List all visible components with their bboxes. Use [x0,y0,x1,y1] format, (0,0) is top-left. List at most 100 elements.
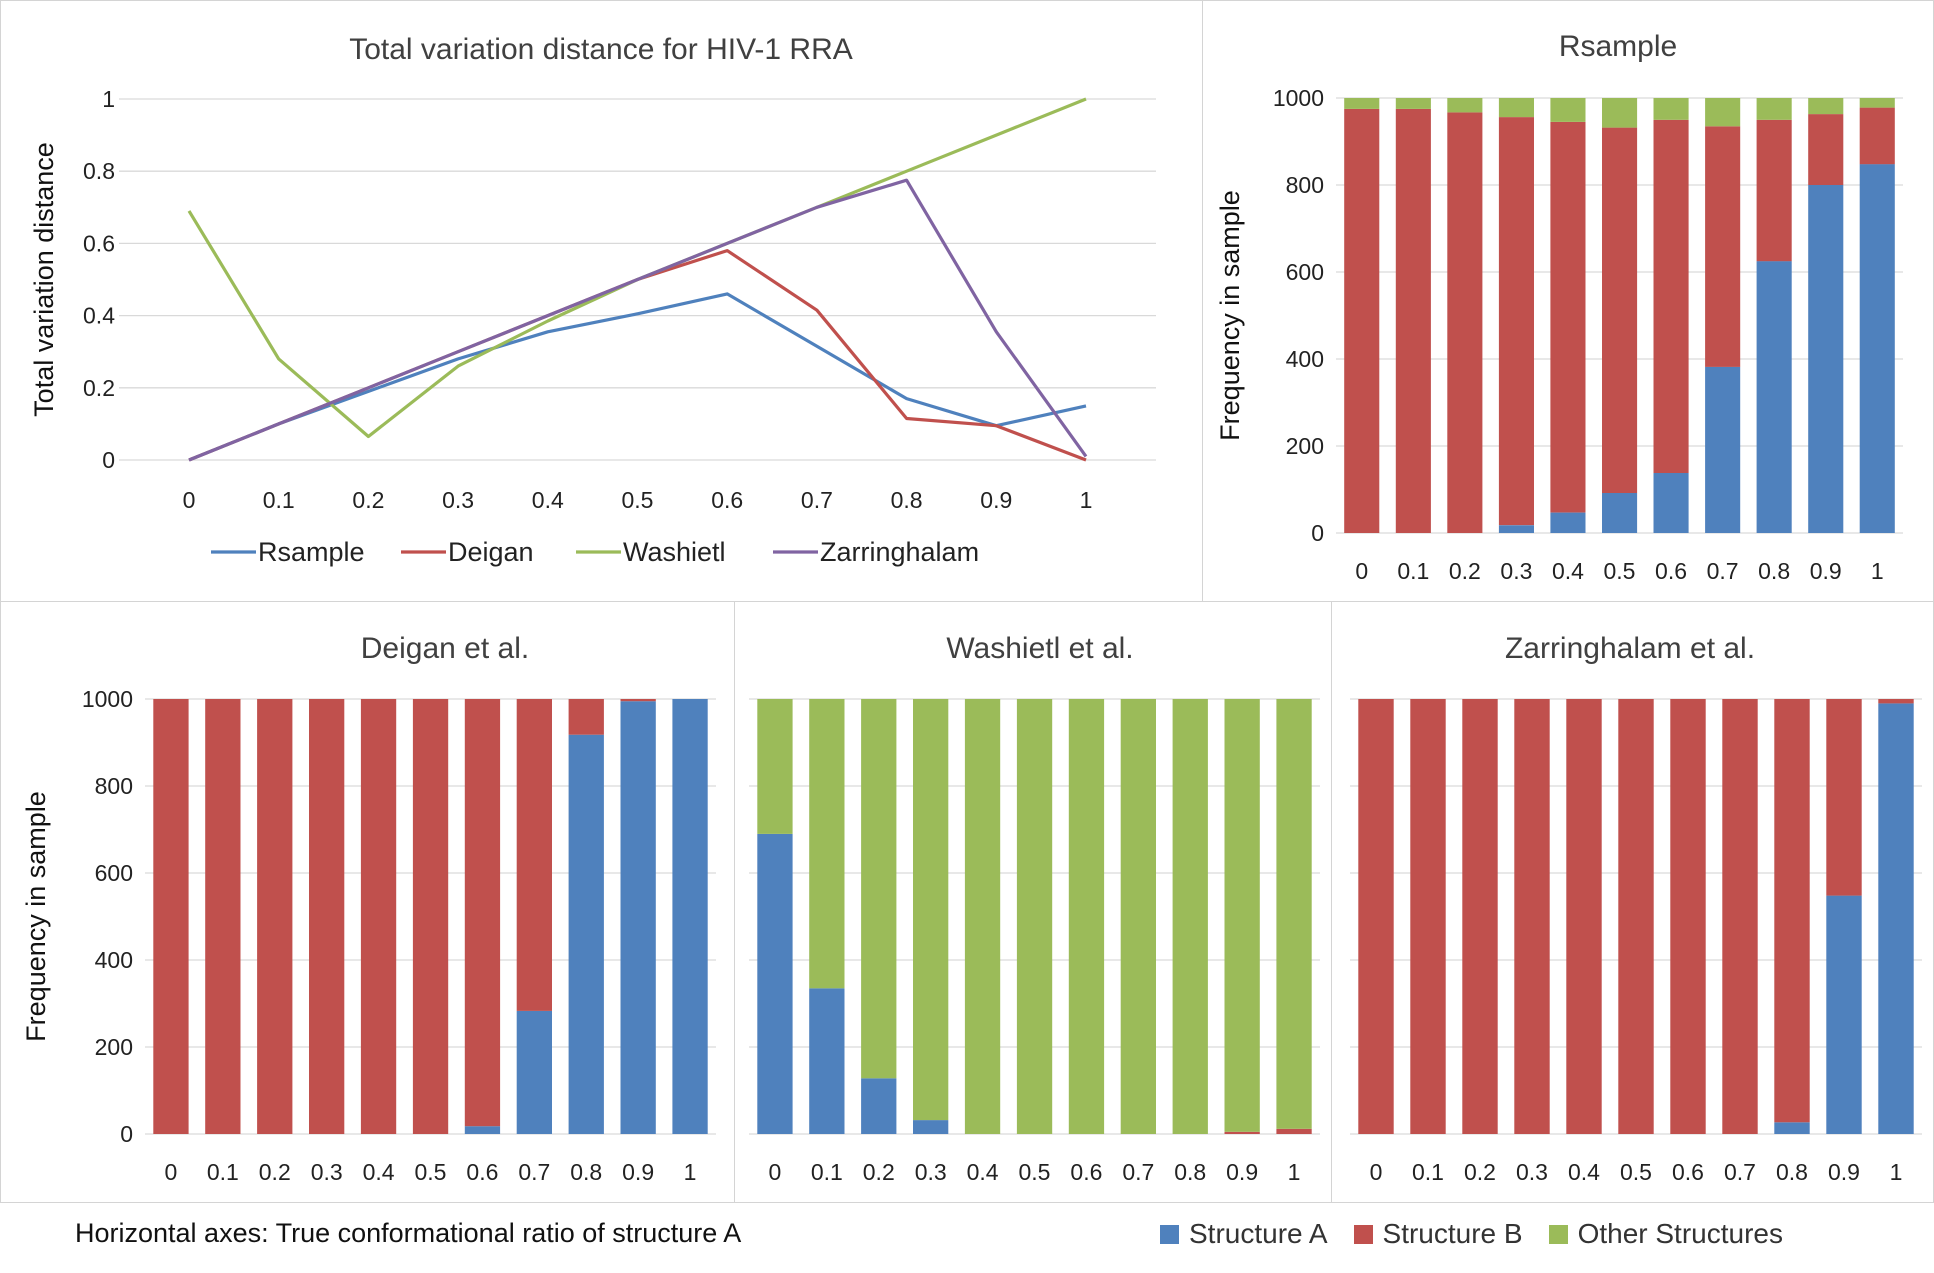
washietl-chart-panel: Washietl et al. 0 0.1 0.2 0.3 0.4 0.5 0.6 0.7 0.8… [734,601,1332,1203]
bar-structure-a [516,1010,552,1134]
horizontal-axes-note: Horizontal axes: True conformational rat… [75,1218,742,1248]
legend-item-washietl: Washietl [576,537,726,567]
series-line-zarringhalam [188,178,1088,462]
bar-other-structures [1550,98,1586,122]
x-tick-label: 0 [769,1159,782,1185]
chart-title: Washietl et al. [946,632,1133,665]
x-tick-label: 0.4 [967,1159,999,1185]
y-tick-label: 800 [1286,172,1324,198]
bar-structure-a [1550,512,1586,533]
y-tick-label: 800 [95,773,133,799]
bar-other-structures [1120,699,1156,1134]
x-tick-label: 0 [1370,1159,1383,1185]
y-axis-label: Frequency in sample [21,791,51,1042]
bar-structure-a [861,1078,897,1134]
deigan-bar-chart: Deigan et al. 0 200 400 600 800 1000 Frequency … [21,632,716,1185]
bar-structure-b [1774,699,1810,1123]
bar-other-structures [1447,98,1483,113]
bar-structure-b [620,699,656,702]
bar-structure-b [516,699,552,1011]
bar-structure-b [1344,108,1380,534]
bar-structure-a [1653,473,1689,533]
x-tick-label: 0.4 [1552,558,1584,584]
legend-label-rsample: Rsample [258,537,365,567]
zarringhalam-chart-panel: Zarringhalam et al. 0 0.1 0.2 0.3 0.4 0.5 0.6 0.… [1331,601,1934,1203]
bar-structure-a [620,701,656,1134]
bar-structure-a [757,833,793,1134]
legend-swatch-other-structures [1548,1224,1568,1244]
bar-other-structures [1224,699,1260,1132]
bar-structure-b [412,699,449,1134]
y-tick-label: 0.6 [83,230,115,256]
tvd-chart-panel: Total variation distance for HIV-1 RRA 0 0… [0,0,1203,602]
bar-other-structures [1016,699,1053,1134]
x-tick-label: 1 [1080,487,1093,513]
bar-other-structures [1344,98,1380,109]
rsample-chart-panel: Rsample 0 200 400 600 800 1000 Frequency in sam… [1202,0,1934,602]
y-tick-label: 400 [95,947,133,973]
legend-label-deigan: Deigan [448,537,534,567]
bar-structure-a [1878,703,1914,1134]
legend-structure-b: Structure B [1353,1218,1523,1250]
bar-structure-a [913,1120,949,1134]
series-line-washietl [187,97,1087,439]
x-tick-label: 1 [684,1159,697,1185]
x-tick-label: 0.2 [863,1159,895,1185]
x-tick-label: 0.1 [811,1159,843,1185]
chart-title: Zarringhalam et al. [1505,632,1755,665]
x-tick-label: 0.4 [532,487,564,513]
x-tick-label: 0.9 [622,1159,654,1185]
bar-legend: Structure A Structure B Other Structures [1160,1216,1783,1252]
bar-other-structures [1808,98,1844,115]
chart-title: Rsample [1559,30,1677,63]
bar-other-structures [1602,98,1638,128]
legend-label-structure-a: Structure A [1189,1218,1328,1249]
bar-structure-b [1224,1131,1260,1134]
bar-structure-b [153,699,189,1134]
x-tick-label: 0.9 [980,487,1012,513]
x-tick-label: 0.3 [311,1159,343,1185]
x-tick-label: 0 [1355,558,1368,584]
x-tick-label: 0.3 [442,487,474,513]
bar-structure-a [568,734,604,1134]
legend-label-structure-b: Structure B [1382,1218,1523,1249]
bar-other-structures [1276,699,1312,1129]
x-tick-label: 0.8 [1776,1159,1808,1185]
bar-structure-b [1462,699,1498,1134]
x-tick-label: 1 [1890,1159,1903,1185]
bar-structure-b [1670,699,1706,1134]
x-tick-label: 0.2 [352,487,384,513]
legend-swatch-structure-b [1353,1224,1373,1244]
y-tick-label: 200 [1286,433,1324,459]
y-axis-label: Frequency in sample [1215,190,1245,441]
y-tick-label: 0 [120,1121,133,1147]
y-tick-label: 600 [95,860,133,886]
x-tick-label: 0.2 [1449,558,1481,584]
y-tick-label: 0.4 [83,303,115,329]
x-tick-label: 0.9 [1226,1159,1258,1185]
x-tick-label: 0.5 [1604,558,1636,584]
x-tick-label: 0 [183,487,196,513]
bar-structure-b [568,699,604,735]
x-tick-label: 0.2 [259,1159,291,1185]
x-tick-label: 0.4 [363,1159,395,1185]
y-tick-label: 0.8 [83,158,115,184]
legend-swatch-structure-a [1160,1224,1179,1244]
bar-other-structures [964,699,1001,1134]
x-tick-label: 0.1 [1397,558,1429,584]
legend-label-other-structures: Other Structures [1577,1218,1783,1249]
bar-structure-b [1550,121,1586,513]
x-tick-label: 0.1 [263,487,295,513]
x-tick-label: 0.9 [1810,558,1842,584]
chart-title: Deigan et al. [361,632,529,665]
x-tick-label: 0.6 [711,487,743,513]
x-tick-label: 1 [1871,558,1884,584]
bar-structure-b [1722,699,1758,1134]
bar-structure-b [1498,117,1534,526]
bar-structure-b [1653,119,1689,474]
y-tick-label: 1000 [82,686,133,712]
bar-structure-a [1774,1122,1810,1134]
x-tick-label: 0.3 [1516,1159,1548,1185]
x-tick-label: 0.5 [415,1159,447,1185]
legend-item-deigan: Deigan [401,537,534,567]
